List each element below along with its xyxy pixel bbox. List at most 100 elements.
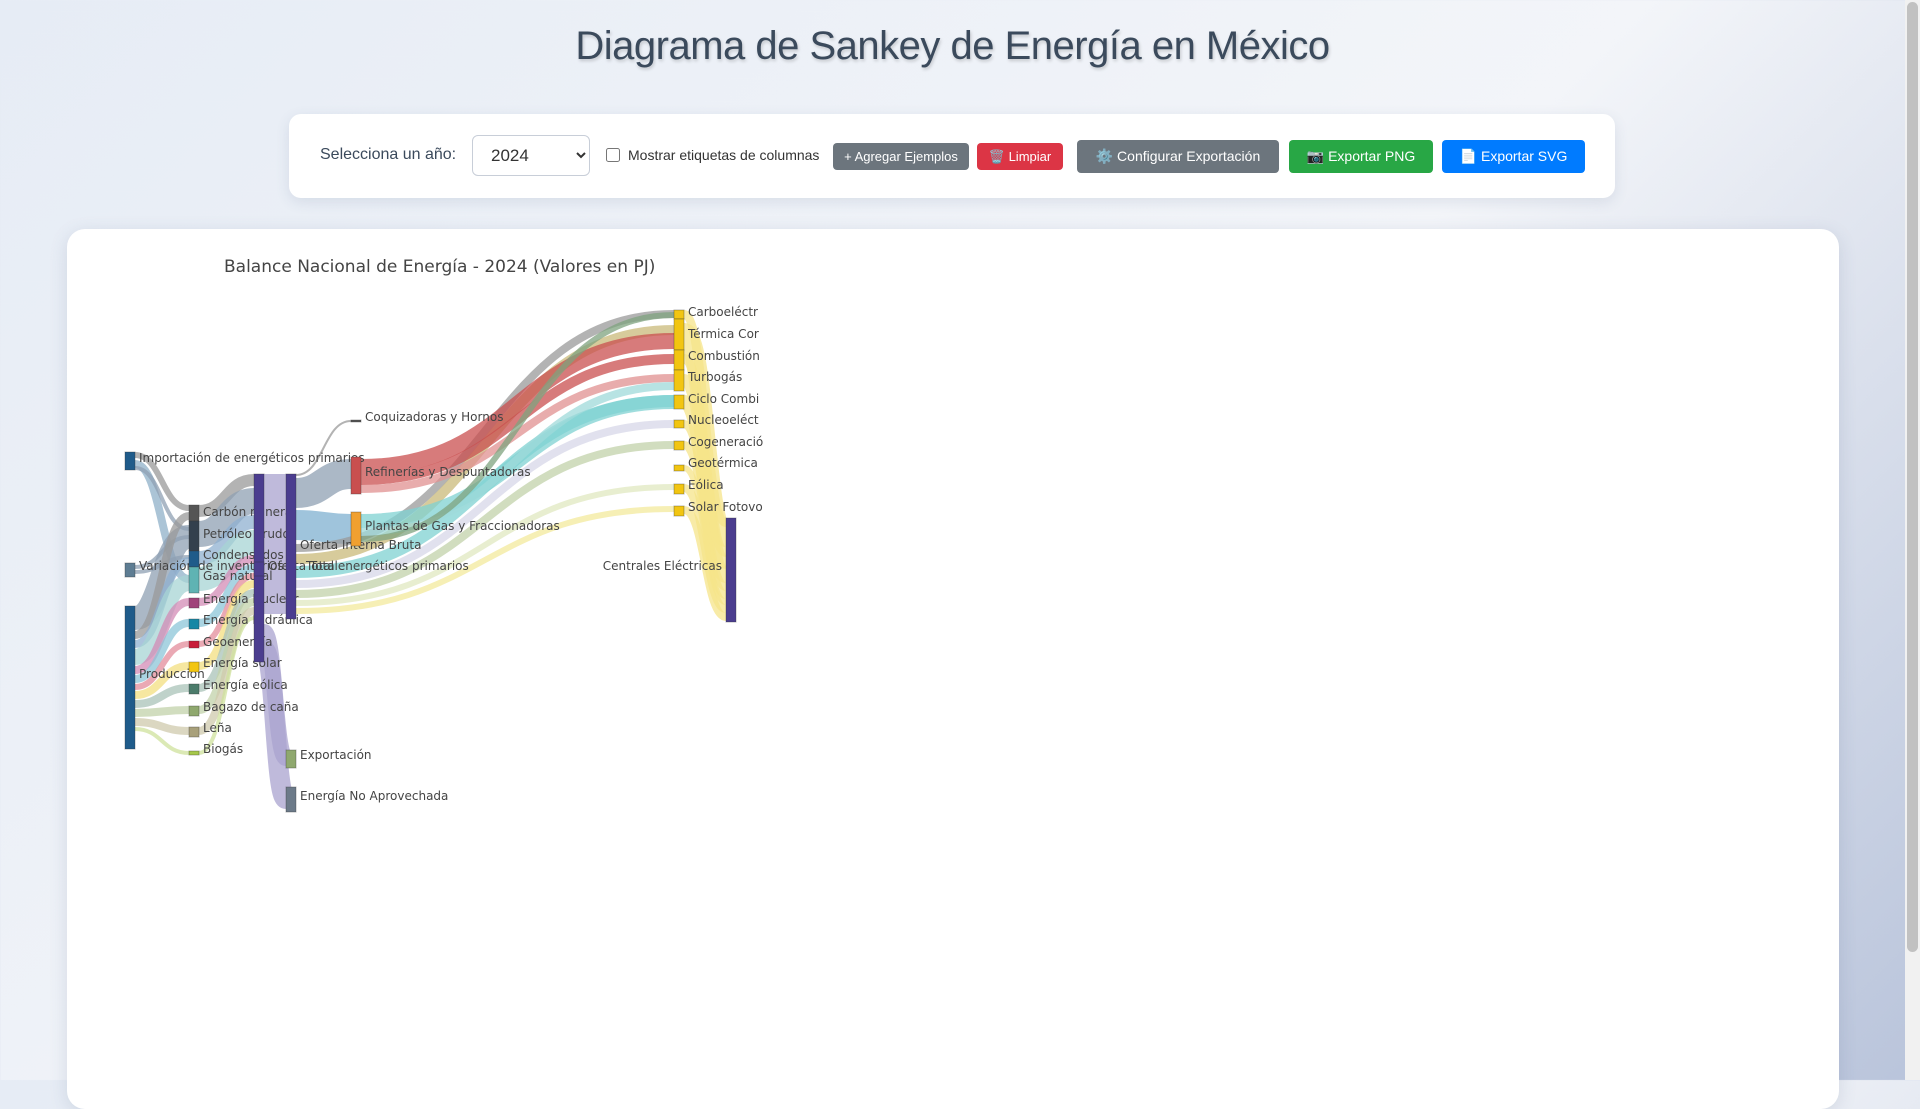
- sankey-node-geoenergia[interactable]: [188, 640, 200, 649]
- sankey-node-combustion[interactable]: [673, 349, 685, 371]
- sankey-node-label-petroleo: Petróleo crudo: [203, 527, 290, 541]
- sankey-link-importacion-carbon[interactable]: [134, 452, 190, 511]
- sankey-link-biogas-oferta_total[interactable]: [198, 616, 255, 755]
- sankey-link-oferta_interna-cogeneracion[interactable]: [295, 441, 675, 598]
- sankey-node-no_aprovechada[interactable]: [285, 786, 297, 813]
- sankey-link-produccion-lena[interactable]: [134, 718, 190, 735]
- sankey-link-gas-oferta_total[interactable]: [197, 530, 256, 591]
- sankey-link-condensados-oferta_total[interactable]: [198, 515, 255, 565]
- sankey-link-oferta_interna-nucleoelectrica[interactable]: [295, 420, 675, 588]
- sankey-nodes: Importación de energéticos primarios Vari…: [124, 305, 763, 813]
- sankey-link-produccion-biogas[interactable]: [134, 727, 190, 755]
- sankey-node-termica[interactable]: [673, 318, 685, 351]
- sankey-link-geoenergia-oferta_total[interactable]: [198, 573, 255, 647]
- chart-title: Balance Nacional de Energía - 2024 (Valo…: [224, 257, 656, 277]
- sankey-node-eolica[interactable]: [188, 683, 200, 695]
- sankey-node-lena[interactable]: [188, 726, 200, 738]
- sankey-node-nucleoelectrica[interactable]: [673, 419, 685, 429]
- sankey-node-centrales[interactable]: [725, 517, 737, 623]
- sankey-node-variacion[interactable]: [124, 562, 136, 578]
- sankey-link-solar-oferta_total[interactable]: [198, 580, 255, 670]
- sankey-node-label-variacion: Variación de inventarios: [139, 559, 284, 573]
- sankey-node-label-geotermica: Geotérmica: [688, 456, 758, 470]
- page-scrollbar[interactable]: [1905, 0, 1920, 1080]
- sankey-link-petroleo-oferta_total[interactable]: [197, 488, 256, 547]
- scrollbar-thumb[interactable]: [1907, 2, 1918, 952]
- sankey-link-refinerias-combustion[interactable]: [360, 354, 675, 485]
- export-png-button[interactable]: 📷 Exportar PNG: [1289, 140, 1433, 173]
- sankey-node-cogeneracion[interactable]: [673, 440, 685, 451]
- sankey-link-produccion-hidraulica[interactable]: [134, 619, 190, 683]
- sankey-link-solar_fv-centrales[interactable]: [682, 506, 728, 621]
- sankey-link-refinerias-turbogas[interactable]: [360, 374, 675, 493]
- year-label: Selecciona un año:: [320, 146, 457, 163]
- sankey-node-oferta_interna[interactable]: [285, 473, 297, 620]
- column-labels-label[interactable]: Mostrar etiquetas de columnas: [628, 147, 820, 163]
- sankey-diagram: Importación de energéticos primarios Vari…: [124, 305, 763, 813]
- sankey-link-produccion-geoenergia[interactable]: [134, 641, 190, 690]
- sankey-node-carbon[interactable]: [188, 504, 200, 522]
- sankey-link-plantas_gas-carboelectrica[interactable]: [360, 312, 675, 542]
- sankey-node-hidraulica[interactable]: [188, 618, 200, 630]
- sankey-node-label-combustion: Combustión: [688, 349, 760, 363]
- sankey-node-label-centrales: Centrales Eléctricas: [603, 559, 722, 573]
- sankey-node-label-coquizadoras: Coquizadoras y Hornos: [365, 410, 503, 424]
- sankey-node-importacion[interactable]: [124, 451, 136, 471]
- sankey-node-gas[interactable]: [188, 566, 200, 594]
- sankey-node-label-nuclear: Energía Nuclear: [203, 592, 299, 606]
- sankey-node-label-termica: Térmica Cor: [687, 327, 759, 341]
- sankey-node-solar[interactable]: [188, 661, 200, 673]
- sankey-link-refinerias-termica[interactable]: [360, 333, 675, 475]
- export-svg-button[interactable]: 📄 Exportar SVG: [1442, 140, 1585, 173]
- sankey-link-oferta_interna-coquizadoras[interactable]: [295, 420, 352, 476]
- column-labels-checkbox[interactable]: [606, 148, 620, 162]
- sankey-link-oferta_interna-solar_fv[interactable]: [295, 506, 675, 614]
- sankey-node-label-importacion: Importación de energéticos primarios: [139, 451, 365, 465]
- sankey-node-nuclear[interactable]: [188, 597, 200, 609]
- sankey-node-label-solar_fv: Solar Fotovo: [688, 500, 763, 514]
- sankey-node-eolica_c[interactable]: [673, 483, 685, 495]
- sankey-link-oferta_interna-plantas_gas[interactable]: [295, 510, 352, 544]
- sankey-node-total_primarios[interactable]: [253, 561, 265, 577]
- sankey-link-produccion-eolica[interactable]: [134, 684, 190, 708]
- sankey-node-label-carboelectrica: Carboeléctr: [688, 305, 758, 319]
- sankey-node-label-nucleoelectrica: Nucleoeléct: [688, 413, 759, 427]
- sankey-node-label-plantas_gas: Plantas de Gas y Fraccionadoras: [365, 519, 560, 533]
- sankey-node-geotermica[interactable]: [673, 464, 685, 472]
- sankey-node-biogas[interactable]: [188, 750, 200, 756]
- sankey-link-hidraulica-oferta_total[interactable]: [198, 564, 255, 627]
- sankey-node-plantas_gas[interactable]: [350, 511, 362, 547]
- add-examples-button[interactable]: + Agregar Ejemplos: [833, 143, 969, 170]
- page-title: Diagrama de Sankey de Energía en México: [575, 24, 1330, 68]
- sankey-node-produccion[interactable]: [124, 605, 136, 750]
- sankey-link-produccion-solar[interactable]: [134, 662, 190, 699]
- sankey-node-condensados[interactable]: [188, 550, 200, 568]
- sankey-links: [132, 310, 732, 809]
- sankey-node-carboelectrica[interactable]: [673, 309, 685, 320]
- sankey-node-turbogas[interactable]: [673, 369, 685, 392]
- sankey-link-oferta_total-no_aprovechada[interactable]: [254, 640, 296, 809]
- sankey-link-oferta_interna-eolica_c[interactable]: [295, 484, 675, 606]
- sankey-node-label-exportacion: Exportación: [300, 748, 372, 762]
- clear-button[interactable]: 🗑️ Limpiar: [977, 143, 1063, 170]
- sankey-link-oferta_interna-refinerias[interactable]: [294, 459, 353, 508]
- sankey-node-label-cogeneracion: Cogeneració: [688, 435, 763, 449]
- sankey-link-produccion-gas[interactable]: [133, 575, 191, 665]
- sankey-node-coquizadoras[interactable]: [350, 419, 362, 423]
- configure-export-button[interactable]: ⚙️ Configurar Exportación: [1077, 140, 1279, 173]
- sankey-link-nuclear-oferta_total[interactable]: [198, 555, 255, 606]
- sankey-node-label-oferta_total: Oferta Total: [268, 559, 338, 573]
- sankey-node-solar_fv[interactable]: [673, 505, 685, 517]
- sankey-link-lena-oferta_total[interactable]: [197, 607, 256, 735]
- year-select[interactable]: 2024: [472, 135, 590, 176]
- sankey-link-produccion-nuclear[interactable]: [134, 598, 190, 674]
- sankey-link-carbon-oferta_total[interactable]: [198, 474, 255, 517]
- sankey-node-petroleo[interactable]: [188, 520, 200, 552]
- sankey-node-exportacion[interactable]: [285, 749, 297, 769]
- sankey-link-produccion-carbon[interactable]: [133, 512, 191, 639]
- sankey-node-bagazo[interactable]: [188, 705, 200, 717]
- sankey-node-label-eolica_c: Eólica: [688, 478, 724, 492]
- sankey-node-ciclo[interactable]: [673, 394, 685, 410]
- sankey-link-produccion-bagazo[interactable]: [134, 706, 190, 717]
- sankey-node-refinerias[interactable]: [350, 456, 362, 495]
